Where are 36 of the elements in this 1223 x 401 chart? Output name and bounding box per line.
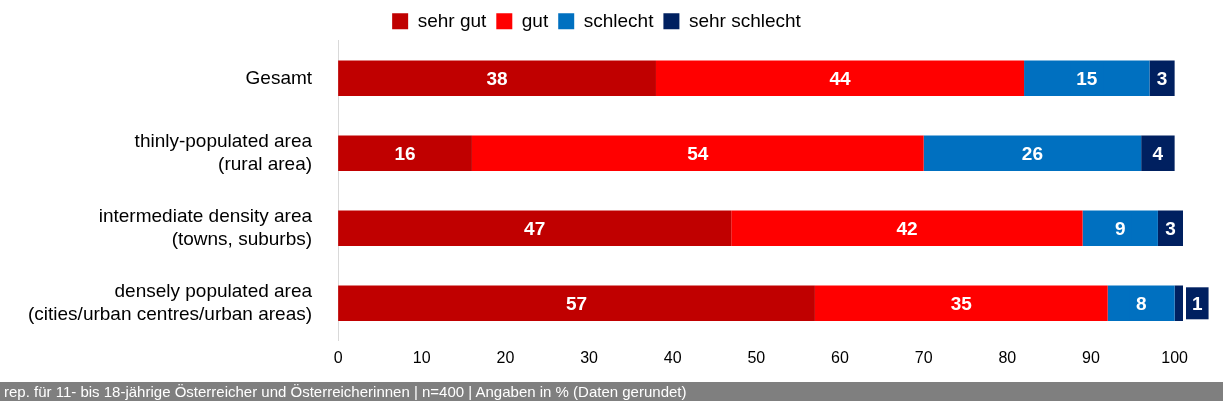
x-tick-label: 10 [412,348,431,366]
legend-label: schlecht [583,9,655,31]
data-label: 38 [486,67,508,89]
data-label: 54 [687,142,709,164]
x-tick-label: 70 [914,348,933,366]
x-tick-label: 20 [496,348,515,366]
x-tick-label: 100 [1161,348,1189,366]
x-tick-label: 0 [333,348,343,366]
data-label: 3 [1165,217,1176,239]
legend-label: sehr gut [417,9,488,31]
data-label: 26 [1021,142,1043,164]
x-tick-label: 90 [1082,348,1100,366]
x-tick-label: 60 [831,348,850,366]
data-label: 8 [1135,292,1147,314]
y-tick-label: intermediate density area (towns, suburbs) [98,205,313,249]
data-label: 4 [1152,142,1164,164]
data-label: 35 [950,292,973,314]
data-label: 1 [1191,292,1203,314]
data-label: 16 [394,142,416,164]
x-tick-label: 30 [580,348,599,366]
y-tick-label: thinly-populated area (rural area) [134,130,313,174]
x-tick-label: 80 [998,348,1017,366]
y-tick-label: densely populated area (cities/urban centres/urban areas) [27,280,313,324]
x-tick-label: 40 [663,348,682,366]
data-label: 9 [1114,217,1126,239]
data-label: 44 [829,67,852,89]
data-label: 47 [524,217,546,239]
data-label: 42 [896,217,918,239]
y-tick-label: Gesamt [245,66,313,88]
x-tick-label: 50 [747,348,766,366]
data-label: 57 [565,292,588,314]
text: rep. für 11- bis 18-jährige Österreicher und Österreicherinnen | n=400 | Angaben in % (Daten gerundet) [0,382,1223,401]
data-label: 15 [1076,67,1098,89]
data-label: 3 [1156,67,1168,89]
legend-label: gut [521,9,549,31]
legend-label: sehr schlecht [688,9,802,31]
